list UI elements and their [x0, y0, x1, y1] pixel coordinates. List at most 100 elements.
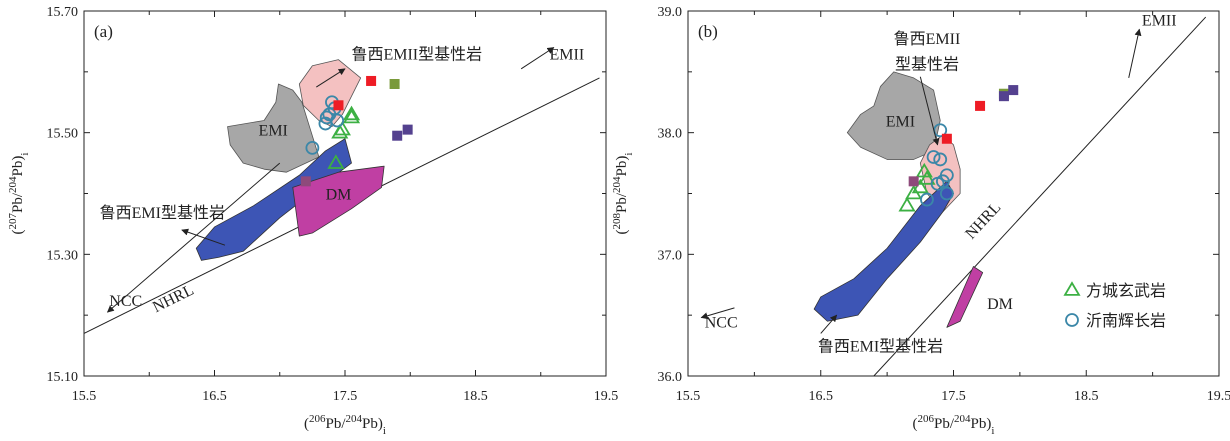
- square-red-point-3-2: [941, 133, 952, 144]
- square-olive-point-4-1: [389, 79, 400, 89]
- square-red-point-3-1: [975, 100, 986, 111]
- annotation-nhrl-3: NHRL: [962, 199, 1004, 243]
- y-tick-label-0: 36.0: [658, 370, 683, 385]
- triangle-point-1-2: [342, 108, 361, 124]
- y-axis-title: (207Pb/204Pb)i: [7, 153, 31, 235]
- y-tick-label-2: 15.50: [47, 127, 79, 142]
- x-axis-title-part-3: 204: [346, 413, 363, 425]
- triangle-point-legend-1: [1063, 281, 1081, 296]
- y-tick-label-2: 38.0: [658, 127, 683, 142]
- x-tick-label-4: 19.5: [594, 389, 619, 404]
- field-4: [292, 165, 385, 237]
- y-axis-title: (208Pb/204Pb)i: [611, 153, 635, 235]
- annotation-emi-7: 鲁西EMI型基性岩: [100, 204, 225, 222]
- field-2: [298, 59, 362, 127]
- annotation-nhrl-3: NHRL: [150, 282, 197, 317]
- circle-point-2-6: [930, 176, 945, 191]
- plot-area: [813, 16, 1207, 376]
- x-axis-title-part-5: i: [383, 425, 386, 436]
- x-axis-title-part-2: Pb/: [934, 416, 955, 432]
- x-tick-label-1: 16.5: [809, 389, 834, 404]
- x-tick-label-2: 17.5: [941, 389, 966, 404]
- square-red-point-3-2: [333, 100, 344, 111]
- y-axis-title-part-3: 204: [611, 176, 623, 193]
- arrow-3: [316, 68, 346, 88]
- annotation-dm-2: DM: [987, 296, 1013, 313]
- triangle-point-1-2: [918, 170, 936, 185]
- circle-point-2-7: [939, 186, 954, 201]
- y-axis-title-part-5: i: [19, 153, 31, 156]
- y-tick-label-1: 37.0: [658, 248, 683, 263]
- panel-label: (b): [698, 22, 718, 41]
- arrow-4: [820, 314, 838, 334]
- arrow-1: [106, 162, 281, 313]
- reference-line-nhrl: [873, 16, 1207, 376]
- x-tick-label-2: 17.5: [333, 389, 358, 404]
- y-tick-label-0: 15.10: [47, 370, 79, 385]
- annotation-item-7: 型基性岩: [895, 55, 959, 73]
- annotation-ncc-4: NCC: [705, 314, 738, 331]
- square-purple-point-5-2: [1008, 85, 1019, 96]
- x-axis-title-part-5: i: [991, 425, 994, 436]
- annotation-ncc-4: NCC: [109, 293, 142, 310]
- annotation-emi-1: EMI: [259, 123, 288, 140]
- circle-point-2-6: [318, 116, 333, 131]
- x-tick-label-0: 15.5: [72, 389, 97, 404]
- arrow-2: [520, 47, 555, 70]
- x-axis-title-part-1: 206: [918, 413, 935, 425]
- triangle-point-1-5: [898, 196, 916, 212]
- field-4: [946, 266, 984, 328]
- x-axis-title-part-1: 206: [309, 413, 326, 425]
- square-mauve-point-6-1: [908, 176, 919, 187]
- x-axis-title-part-0: (: [304, 416, 309, 432]
- annotation-emii-6: 鲁西EMII: [894, 30, 961, 48]
- plot-area: [84, 59, 600, 334]
- circle-point-2-2: [926, 150, 941, 164]
- arrow-4: [181, 228, 226, 246]
- y-axis-title-part-2: Pb/: [10, 192, 26, 213]
- field-1: [227, 83, 320, 173]
- y-axis-title-part-4: Pb): [10, 156, 26, 177]
- x-tick-label-0: 15.5: [676, 389, 701, 404]
- x-axis-title-part-3: 204: [954, 413, 971, 425]
- triangle-point-1-5: [327, 154, 345, 169]
- y-tick-label-3: 15.70: [47, 5, 79, 20]
- x-tick-label-3: 18.5: [1074, 389, 1099, 404]
- square-purple-point-5-1: [998, 91, 1009, 102]
- circle-point-2-7: [305, 140, 320, 155]
- field-1: [846, 71, 941, 160]
- x-axis-title-part-2: Pb/: [326, 416, 347, 432]
- annotation-dm-2: DM: [326, 187, 352, 204]
- legend-label-2: 沂南辉长岩: [1086, 312, 1166, 330]
- x-tick-label-4: 19.5: [1207, 389, 1230, 404]
- square-mauve-point-6-1: [300, 176, 311, 187]
- y-axis-title-part-0: (: [10, 229, 26, 234]
- y-tick-label-3: 39.0: [658, 5, 683, 20]
- arrow-3: [919, 76, 940, 146]
- circle-point-2-8: [920, 192, 934, 207]
- square-purple-point-5-1: [392, 130, 403, 141]
- triangle-point-1-1: [342, 105, 361, 121]
- y-axis-title-part-1: 208: [611, 212, 623, 229]
- annotation-emii-6: 鲁西EMII型基性岩: [351, 46, 482, 64]
- field-3: [195, 138, 352, 261]
- triangle-point-1-4: [331, 123, 349, 139]
- panel-label: (a): [94, 22, 113, 41]
- x-tick-label-3: 18.5: [463, 389, 488, 404]
- annotation-emii-5: EMII: [1142, 13, 1177, 30]
- legend-label-1: 方城玄武岩: [1086, 282, 1166, 300]
- annotation-emii-5: EMII: [550, 47, 585, 64]
- arrow-2: [1128, 28, 1142, 79]
- arrow-1: [700, 307, 735, 320]
- y-axis-title-part-5: i: [623, 153, 635, 156]
- triangle-point-1-4: [905, 184, 923, 200]
- x-axis-title-part-4: Pb): [971, 416, 992, 432]
- annotation-emi-8: 鲁西EMI型基性岩: [818, 338, 943, 356]
- annotation-emi-1: EMI: [886, 114, 915, 131]
- y-axis-title-part-1: 207: [7, 212, 19, 229]
- square-purple-point-5-2: [402, 124, 413, 135]
